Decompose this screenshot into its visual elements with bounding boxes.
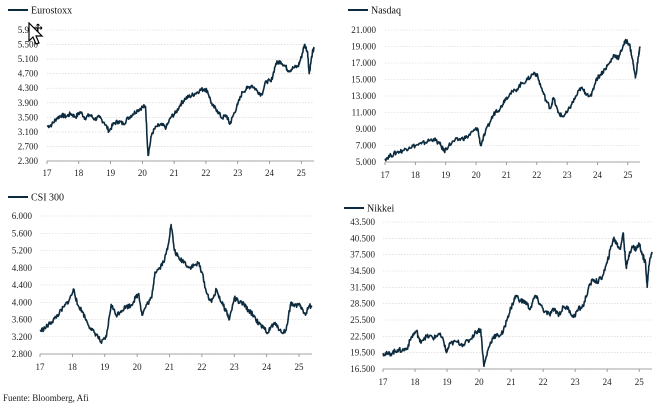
- x-tick-label: 21: [502, 170, 511, 180]
- chart-1: 5.000 7.000 9.000 11.000 13.000 15.000 17.000 1…: [348, 6, 641, 180]
- y-tick-label: 37.500: [350, 250, 375, 260]
- x-tick-label: 18: [74, 168, 84, 178]
- x-tick-label: 24: [603, 377, 613, 387]
- series-line-nasdaq: [384, 38, 641, 162]
- y-tick-label: 15.000: [351, 75, 376, 85]
- y-tick-label: 13.000: [351, 91, 376, 101]
- y-tick-label: 17.000: [351, 58, 376, 68]
- y-tick-label: 40.500: [350, 233, 375, 243]
- y-tick-label: 25.500: [350, 315, 375, 325]
- x-tick-label: 22: [532, 170, 541, 180]
- x-tick-label: 17: [36, 362, 46, 372]
- y-tick-label: 21.000: [351, 25, 376, 35]
- y-tick-label: 5.100: [18, 54, 39, 64]
- y-tick-label: 3.200: [12, 332, 33, 342]
- x-tick-label: 18: [411, 377, 421, 387]
- x-tick-label: 18: [68, 362, 78, 372]
- series-line-nikkei: [382, 232, 653, 368]
- x-tick-label: 21: [170, 168, 179, 178]
- legend-label: Eurostoxx: [31, 6, 72, 17]
- y-tick-label: 43.500: [350, 217, 375, 227]
- chart-3: 16.500 19.500 22.500 25.500 28.500 31.500 34.5…: [344, 204, 653, 387]
- y-tick-label: 5.200: [12, 246, 33, 256]
- x-tick-label: 18: [411, 170, 421, 180]
- y-tick-label: 4.400: [12, 280, 33, 290]
- y-tick-label: 4.800: [12, 263, 33, 273]
- x-tick-label: 23: [571, 377, 581, 387]
- x-tick-label: 25: [295, 362, 305, 372]
- y-tick-label: 4.700: [18, 69, 39, 79]
- y-tick-label: 5.500: [18, 40, 39, 50]
- x-tick-label: 23: [233, 168, 243, 178]
- x-tick-label: 20: [138, 168, 148, 178]
- y-tick-label: 3.500: [18, 112, 39, 122]
- y-tick-label: 22.500: [350, 331, 375, 341]
- x-tick-label: 19: [441, 170, 451, 180]
- y-tick-label: 2.300: [18, 156, 39, 166]
- legend-label: Nikkei: [367, 204, 394, 215]
- legend-label: Nasdaq: [371, 6, 401, 17]
- x-tick-label: 19: [100, 362, 110, 372]
- y-tick-label: 19.000: [351, 42, 376, 52]
- x-tick-label: 19: [443, 377, 453, 387]
- y-tick-label: 2.800: [12, 349, 33, 359]
- x-tick-label: 17: [381, 170, 391, 180]
- y-tick-label: 34.500: [350, 266, 375, 276]
- x-tick-label: 17: [43, 168, 53, 178]
- legend-label: CSI 300: [31, 193, 64, 204]
- y-tick-label: 19.500: [350, 348, 375, 358]
- x-tick-label: 24: [593, 170, 603, 180]
- y-tick-label: 5.900: [18, 25, 39, 35]
- y-tick-label: 3.600: [12, 315, 33, 325]
- y-tick-label: 11.000: [352, 108, 377, 118]
- y-tick-label: 5.000: [356, 157, 377, 167]
- x-tick-label: 22: [201, 168, 210, 178]
- x-tick-label: 24: [262, 362, 272, 372]
- x-tick-label: 25: [297, 168, 307, 178]
- move-cursor-icon: [28, 22, 44, 45]
- y-tick-label: 4.000: [12, 297, 33, 307]
- chart-2: 2.800 3.200 3.600 4.000 4.400 4.800 5.200 5.600…: [8, 193, 313, 372]
- y-tick-label: 31.500: [350, 282, 375, 292]
- y-tick-label: 9.000: [356, 124, 377, 134]
- series-line-eurostoxx: [46, 43, 315, 157]
- y-tick-label: 6.000: [12, 211, 33, 221]
- x-tick-label: 20: [472, 170, 482, 180]
- y-tick-label: 5.600: [12, 228, 33, 238]
- x-tick-label: 21: [165, 362, 174, 372]
- y-tick-label: 28.500: [350, 299, 375, 309]
- x-tick-label: 20: [475, 377, 485, 387]
- y-tick-label: 2.700: [18, 141, 39, 151]
- x-tick-label: 23: [563, 170, 573, 180]
- x-tick-label: 25: [623, 170, 633, 180]
- x-tick-label: 21: [507, 377, 516, 387]
- x-tick-label: 24: [265, 168, 275, 178]
- x-tick-label: 19: [106, 168, 116, 178]
- x-tick-label: 22: [197, 362, 206, 372]
- y-tick-label: 7.000: [356, 141, 377, 151]
- x-tick-label: 17: [379, 377, 389, 387]
- source-note: Fuente: Bloomberg, Afi: [3, 393, 89, 403]
- y-tick-label: 3.100: [18, 127, 39, 137]
- x-tick-label: 20: [133, 362, 143, 372]
- chart-0: 2.300 2.700 3.100 3.500 3.900 4.300 4.700 5.100…: [8, 6, 315, 178]
- y-tick-label: 3.900: [18, 98, 39, 108]
- y-tick-label: 4.300: [18, 83, 39, 93]
- x-tick-label: 23: [230, 362, 240, 372]
- x-tick-label: 25: [635, 377, 645, 387]
- y-tick-label: 16.500: [350, 364, 375, 374]
- series-line-csi-300: [39, 223, 313, 345]
- x-tick-label: 22: [539, 377, 548, 387]
